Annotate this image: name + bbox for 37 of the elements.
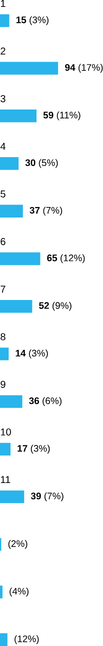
data-label: 17 (3%) — [18, 444, 50, 454]
data-label: (12%) — [14, 635, 39, 644]
y-tick-label: 11 — [0, 476, 10, 484]
y-tick-label: 9 — [0, 380, 6, 388]
data-label: 37 (7%) — [30, 206, 62, 216]
y-tick-label: 5 — [0, 190, 6, 198]
bar — [0, 14, 10, 27]
y-tick-label: 6 — [0, 238, 6, 246]
y-tick-label: 7 — [0, 286, 6, 293]
bar — [0, 110, 36, 122]
bar — [0, 157, 18, 170]
y-tick-label: 2 — [0, 48, 6, 55]
data-label: 36 (6%) — [28, 397, 62, 406]
bar — [0, 300, 32, 313]
bar — [0, 442, 10, 456]
y-tick-label: 3 — [0, 95, 6, 102]
bar — [0, 490, 24, 504]
data-label: 15 (3%) — [16, 16, 48, 26]
data-label: 14 (3%) — [16, 350, 48, 358]
y-tick-label: 8 — [0, 333, 6, 340]
data-label: (2%) — [8, 540, 28, 549]
data-label: 39 (7%) — [30, 492, 64, 502]
bar — [0, 395, 22, 408]
bar — [0, 633, 8, 646]
data-label: 30 (5%) — [25, 159, 58, 168]
data-label: 94 (17%) — [64, 64, 103, 73]
y-tick-label: 1 — [0, 0, 6, 7]
bar — [0, 62, 58, 75]
y-tick-label: 4 — [0, 142, 6, 150]
bar — [0, 348, 9, 360]
data-label: (4%) — [10, 588, 28, 596]
data-label: 65 (12%) — [47, 254, 85, 264]
data-label: 59 (11%) — [43, 111, 80, 120]
bar — [0, 204, 23, 218]
y-tick-label: 10 — [0, 428, 11, 436]
data-label: 52 (9%) — [38, 302, 72, 311]
bar — [0, 252, 40, 266]
